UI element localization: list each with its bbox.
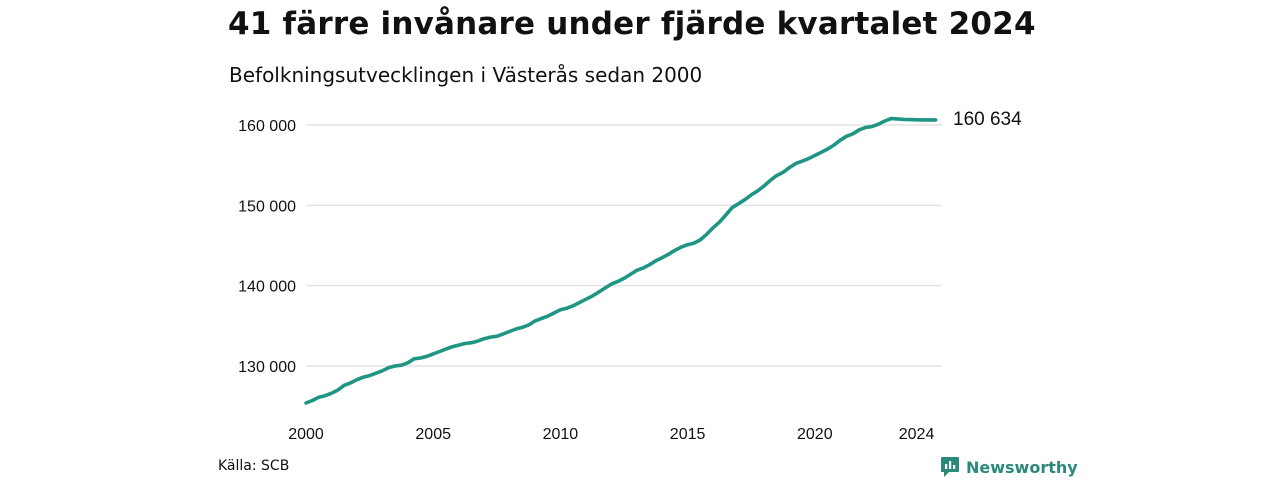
x-tick-label: 2024 — [899, 426, 935, 443]
chart-subtitle: Befolkningsutvecklingen i Västerås sedan… — [229, 63, 703, 87]
brand-name: Newsworthy — [966, 457, 1078, 477]
source-note: Källa: SCB — [218, 458, 290, 474]
y-tick-label: 140 000 — [238, 279, 296, 296]
x-tick-label: 2005 — [415, 426, 451, 443]
x-axis-ticks: 2000 2005 2010 2015 2020 2024 — [288, 426, 934, 443]
gridlines — [306, 124, 942, 367]
x-tick-label: 2000 — [288, 426, 324, 443]
x-tick-label: 2010 — [543, 426, 579, 443]
chart-title: 41 färre invånare under fjärde kvartalet… — [228, 6, 1036, 42]
y-tick-label: 150 000 — [238, 198, 296, 215]
end-value-label: 160 634 — [953, 109, 1022, 130]
y-tick-label: 130 000 — [238, 359, 296, 376]
series-layer — [304, 116, 938, 405]
x-tick-label: 2015 — [670, 426, 706, 443]
line-chart: 130 000 140 000 150 000 160 000 2000 2005 201… — [238, 109, 1022, 443]
x-tick-label: 2020 — [797, 426, 833, 443]
newsworthy-logo-icon — [941, 457, 959, 477]
y-axis-ticks: 130 000 140 000 150 000 160 000 — [238, 118, 296, 376]
series-line — [304, 116, 938, 405]
brand-logo: Newsworthy — [940, 456, 1078, 478]
y-tick-label: 160 000 — [238, 118, 296, 135]
